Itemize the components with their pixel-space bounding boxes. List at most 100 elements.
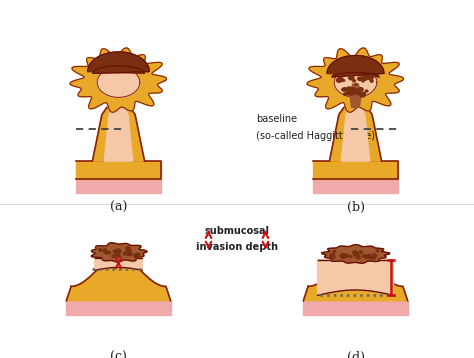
Circle shape xyxy=(359,251,363,253)
Text: submucosal: submucosal xyxy=(204,226,270,236)
Circle shape xyxy=(354,253,358,256)
Circle shape xyxy=(99,249,102,251)
Polygon shape xyxy=(92,107,145,161)
Circle shape xyxy=(373,253,374,255)
Text: (so-called Haggitt's line): (so-called Haggitt's line) xyxy=(256,131,375,141)
Circle shape xyxy=(354,89,360,94)
Polygon shape xyxy=(97,67,140,97)
Circle shape xyxy=(116,249,121,253)
Polygon shape xyxy=(313,161,398,179)
Circle shape xyxy=(374,254,376,256)
Circle shape xyxy=(123,252,127,255)
Polygon shape xyxy=(318,260,393,295)
Circle shape xyxy=(135,255,139,258)
Text: invasion depth: invasion depth xyxy=(196,242,278,252)
Circle shape xyxy=(365,257,367,258)
Circle shape xyxy=(103,249,107,252)
Circle shape xyxy=(340,254,345,257)
Circle shape xyxy=(338,78,343,81)
Circle shape xyxy=(353,251,357,255)
Circle shape xyxy=(356,256,360,259)
Circle shape xyxy=(128,250,131,252)
Polygon shape xyxy=(303,258,408,301)
Circle shape xyxy=(337,78,342,82)
Polygon shape xyxy=(95,258,142,270)
Circle shape xyxy=(342,254,346,256)
Polygon shape xyxy=(313,179,398,193)
Polygon shape xyxy=(307,48,403,112)
Circle shape xyxy=(346,91,352,95)
Circle shape xyxy=(366,255,371,258)
Circle shape xyxy=(134,253,138,256)
Text: (a): (a) xyxy=(110,200,127,213)
Circle shape xyxy=(374,255,377,257)
Polygon shape xyxy=(329,107,382,161)
Circle shape xyxy=(349,88,355,92)
Circle shape xyxy=(370,80,373,82)
Circle shape xyxy=(359,92,365,97)
Circle shape xyxy=(134,254,138,257)
Polygon shape xyxy=(88,52,149,73)
Circle shape xyxy=(368,256,372,258)
Polygon shape xyxy=(104,107,133,161)
Polygon shape xyxy=(76,179,161,193)
Circle shape xyxy=(115,252,120,256)
Circle shape xyxy=(125,251,130,254)
Polygon shape xyxy=(334,67,377,97)
Polygon shape xyxy=(66,258,171,301)
Circle shape xyxy=(353,80,356,82)
Text: (d): (d) xyxy=(346,351,365,358)
Circle shape xyxy=(358,77,362,81)
Polygon shape xyxy=(70,48,166,112)
Circle shape xyxy=(331,256,335,258)
Circle shape xyxy=(362,80,364,82)
Circle shape xyxy=(343,88,347,91)
Circle shape xyxy=(128,252,132,256)
Circle shape xyxy=(341,255,346,258)
Circle shape xyxy=(342,88,346,91)
Circle shape xyxy=(351,91,356,94)
Circle shape xyxy=(363,255,366,257)
Circle shape xyxy=(117,255,120,257)
Circle shape xyxy=(371,256,375,259)
Circle shape xyxy=(351,88,356,91)
Circle shape xyxy=(330,253,335,257)
Circle shape xyxy=(358,88,361,90)
Text: (b): (b) xyxy=(346,200,365,213)
Circle shape xyxy=(376,250,379,252)
Polygon shape xyxy=(350,84,361,107)
Polygon shape xyxy=(327,55,384,77)
Circle shape xyxy=(348,88,353,92)
Circle shape xyxy=(366,256,370,259)
Circle shape xyxy=(362,76,368,80)
Circle shape xyxy=(359,88,363,91)
Circle shape xyxy=(107,252,110,254)
Circle shape xyxy=(348,91,354,95)
Polygon shape xyxy=(66,301,171,315)
Circle shape xyxy=(357,256,359,257)
Circle shape xyxy=(358,91,360,93)
Circle shape xyxy=(112,255,115,257)
Circle shape xyxy=(357,77,360,79)
Circle shape xyxy=(338,77,342,80)
Circle shape xyxy=(346,255,349,257)
Circle shape xyxy=(367,76,373,80)
Polygon shape xyxy=(341,107,370,161)
Circle shape xyxy=(136,253,140,256)
Circle shape xyxy=(350,256,352,257)
Circle shape xyxy=(346,87,352,91)
Polygon shape xyxy=(303,301,408,315)
Circle shape xyxy=(114,256,116,257)
Circle shape xyxy=(344,93,347,95)
Polygon shape xyxy=(91,243,147,262)
Circle shape xyxy=(113,250,117,253)
Circle shape xyxy=(333,251,336,253)
Circle shape xyxy=(104,251,108,254)
Circle shape xyxy=(342,80,345,81)
Circle shape xyxy=(330,255,334,257)
Polygon shape xyxy=(321,245,390,263)
Circle shape xyxy=(363,255,365,257)
Text: (c): (c) xyxy=(110,351,127,358)
Circle shape xyxy=(349,76,354,80)
Circle shape xyxy=(355,83,357,85)
